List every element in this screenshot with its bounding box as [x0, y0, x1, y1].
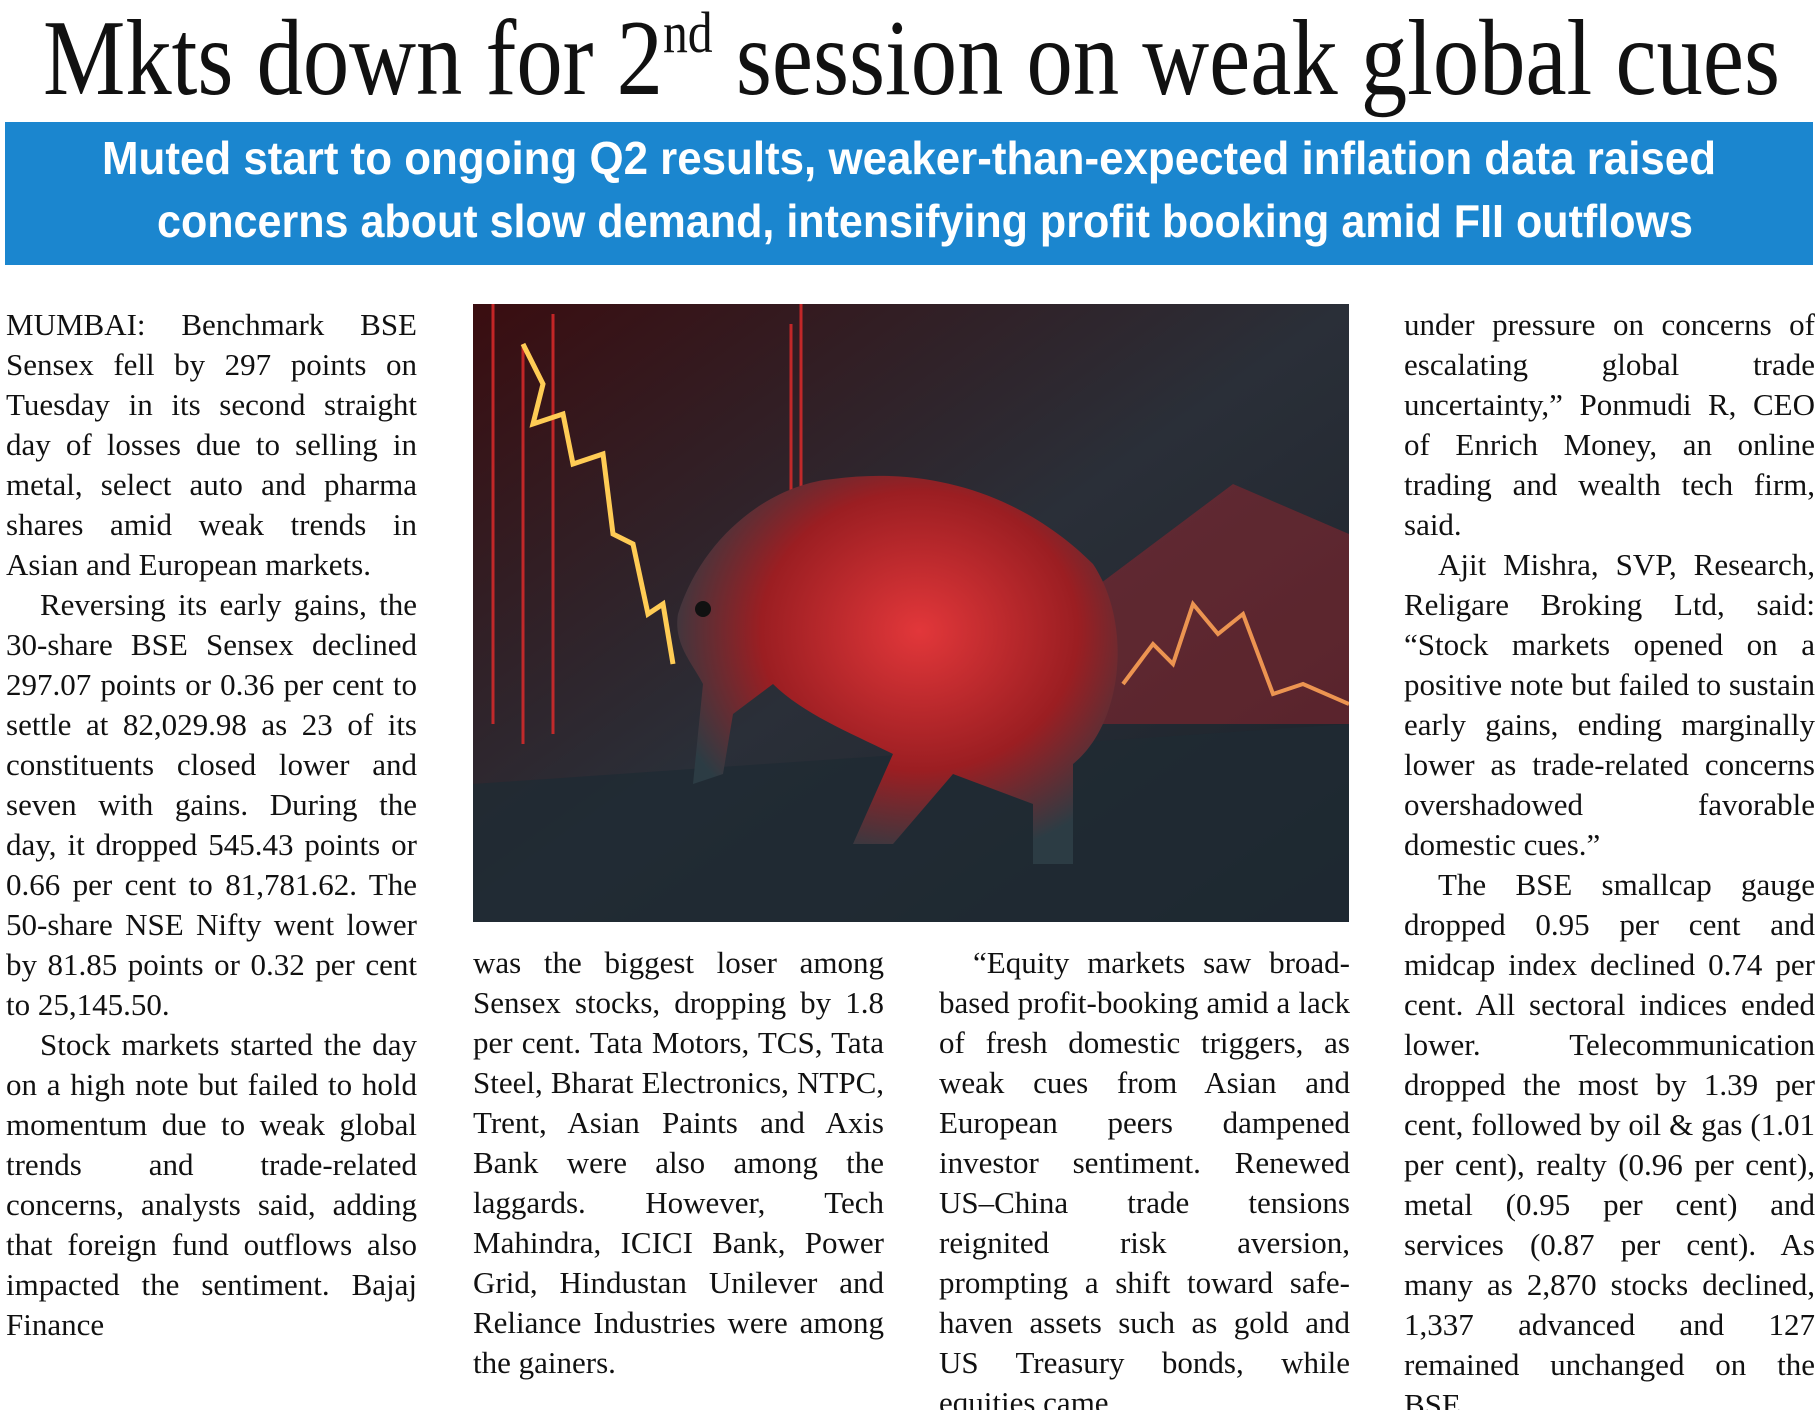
column: “Equity markets saw broad-based profit-b…	[939, 943, 1350, 1410]
paragraph: Stock markets started the day on a high …	[6, 1027, 417, 1342]
subhead-bar	[5, 122, 1813, 265]
paragraph: MUMBAI: Benchmark BSE Sensex fell by 297…	[6, 307, 417, 582]
paragraph: was the biggest loser among Sensex stock…	[473, 945, 884, 1380]
headline-text: session on weak global cues	[713, 0, 1780, 118]
subheadline: Muted start to ongoing Q2 results, weake…	[102, 132, 1716, 184]
headline-text: Mkts down for 2	[43, 0, 663, 118]
column: was the biggest loser among Sensex stock…	[473, 943, 884, 1410]
paragraph: The BSE smallcap gauge dropped 0.95 per …	[1404, 867, 1815, 1410]
paragraph: “Equity markets saw broad-based profit-b…	[939, 945, 1350, 1410]
headline: Mkts down for 2nd session on weak global…	[43, 0, 1780, 118]
header: Mkts down for 2nd session on weak global…	[5, 0, 1813, 265]
photo	[473, 304, 1349, 922]
paragraph: Ajit Mishra, SVP, Research, Religare Bro…	[1404, 547, 1815, 862]
subheadline: concerns about slow demand, intensifying…	[157, 195, 1693, 247]
column: MUMBAI: Benchmark BSE Sensex fell by 297…	[6, 305, 417, 1410]
paragraph: under pressure on concerns of escalating…	[1404, 307, 1815, 542]
column: under pressure on concerns of escalating…	[1404, 305, 1815, 1410]
headline-sup: nd	[663, 0, 713, 65]
paragraph: Reversing its early gains, the 30-share …	[6, 587, 417, 1022]
